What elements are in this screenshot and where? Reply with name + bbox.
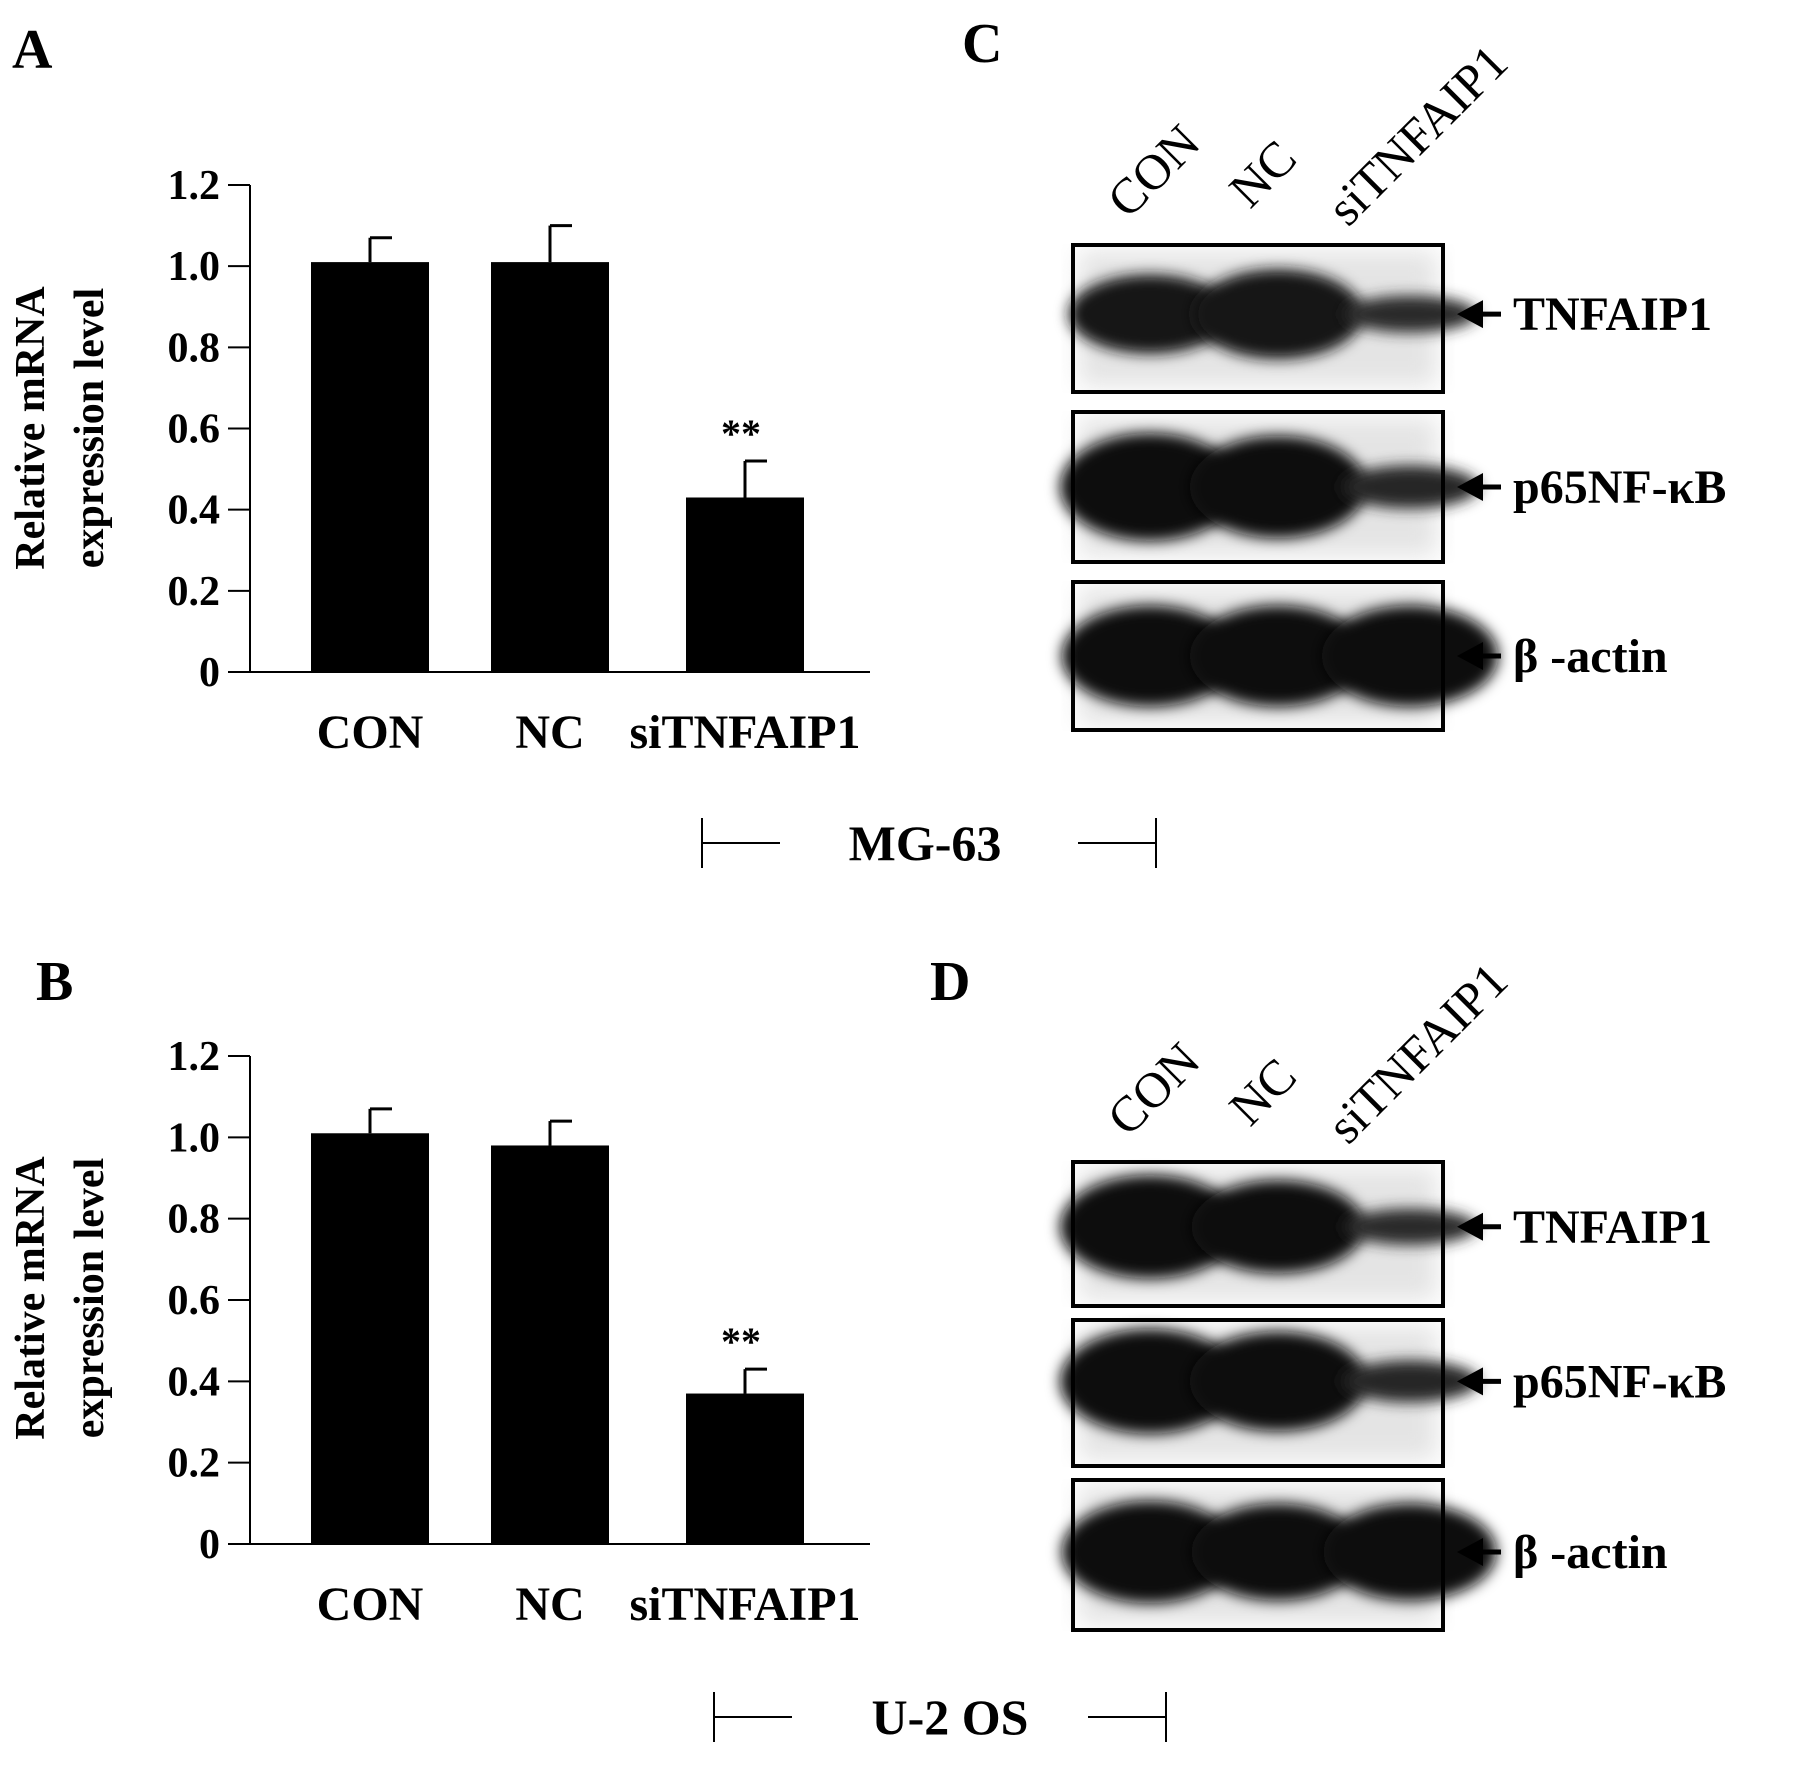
protein-band	[1321, 605, 1499, 707]
blot-frame	[1071, 1478, 1445, 1632]
blot-strip	[1068, 243, 1478, 394]
y-tick-label: 1.0	[168, 244, 221, 290]
y-tick-label: 0.8	[168, 325, 221, 371]
y-axis-label-line2: expression level	[67, 288, 113, 568]
bar-chart-b: Relative mRNA expression level 0 0.2 0.4 0.…	[8, 1034, 870, 1631]
band-label: TNFAIP1	[1513, 1201, 1712, 1254]
protein-band	[1193, 269, 1363, 360]
lane-label: CON	[1096, 1032, 1210, 1146]
y-tick-label: 1.2	[168, 1034, 221, 1080]
x-tick-label: CON	[317, 1578, 424, 1631]
bar	[686, 1393, 804, 1544]
y-tick-label: 0.2	[168, 569, 221, 615]
blot-strip	[1060, 1318, 1479, 1468]
y-axis-label-line1: Relative mRNA	[8, 1156, 54, 1440]
blot-frame	[1071, 580, 1445, 732]
y-tick-label: 0.2	[168, 1441, 221, 1487]
y-tick-label: 0.8	[168, 1197, 221, 1243]
bar	[491, 262, 609, 672]
band-arrow-icon	[1457, 473, 1483, 501]
y-tick-label: 1.0	[168, 1115, 221, 1161]
blot-frame	[1071, 243, 1445, 394]
band-label: p65NF-κB	[1513, 461, 1726, 514]
y-tick-label: 0.4	[168, 488, 221, 534]
protein-band	[1191, 1180, 1365, 1274]
protein-band	[1060, 433, 1240, 541]
protein-band	[1060, 1328, 1240, 1434]
y-tick-label: 0.4	[168, 1359, 221, 1405]
y-tick-label: 0.6	[168, 1278, 221, 1324]
band-label: β -actin	[1513, 630, 1668, 683]
blot-frame	[1071, 1160, 1445, 1308]
x-tick-label: siTNFAIP1	[629, 706, 860, 759]
band-arrow-icon	[1457, 1538, 1483, 1566]
blot-strip	[1061, 1478, 1497, 1632]
lane-label: siTNFAIP1	[1316, 34, 1518, 236]
x-tick-label: CON	[317, 706, 424, 759]
y-tick-label: 0	[199, 650, 220, 696]
panel-label-b: B	[36, 951, 73, 1013]
protein-band	[1191, 1503, 1365, 1601]
band-arrow-icon	[1457, 1212, 1483, 1241]
cell-line-bracket-top: MG-63	[701, 815, 1157, 871]
bar	[491, 1145, 609, 1544]
y-tick-label: 0.6	[168, 407, 221, 453]
bar	[311, 262, 429, 672]
band-label: TNFAIP1	[1513, 288, 1712, 341]
x-tick-label: NC	[515, 706, 584, 759]
blot-strip	[1060, 1160, 1478, 1308]
protein-band	[1189, 1331, 1367, 1432]
band-arrow-icon	[1457, 1367, 1483, 1396]
western-blot-d: CON NC siTNFAIP1 TNFAIP1 p65NF-κB β -actin	[1060, 952, 1726, 1632]
protein-band	[1189, 605, 1367, 707]
protein-band	[1323, 1503, 1497, 1601]
band-label: p65NF-κB	[1513, 1355, 1726, 1408]
protein-band	[1068, 274, 1232, 354]
blot-strip	[1061, 580, 1499, 732]
panel-label-d: D	[930, 951, 970, 1013]
x-tick-label: NC	[515, 1578, 584, 1631]
western-blot-c: CON NC siTNFAIP1 TNFAIP1 p65NF-κB β -actin	[1060, 34, 1726, 732]
bar	[686, 497, 804, 672]
bar-chart-a: Relative mRNA expression level 0 0.2 0.4 0.…	[8, 163, 870, 759]
panel-label-a: A	[12, 19, 53, 81]
panel-label-c: C	[962, 13, 1002, 75]
y-axis-label-line1: Relative mRNA	[8, 286, 54, 570]
band-label: β -actin	[1513, 1526, 1668, 1579]
blot-frame	[1071, 1318, 1445, 1468]
bar	[311, 1133, 429, 1544]
lane-label: siTNFAIP1	[1316, 952, 1518, 1154]
protein-band	[1060, 1174, 1240, 1279]
lane-label: NC	[1218, 129, 1307, 218]
cell-line-label-u2os: U-2 OS	[872, 1689, 1029, 1745]
y-axis-label-line2: expression level	[67, 1158, 113, 1438]
blot-frame	[1071, 410, 1445, 564]
protein-band	[1061, 605, 1239, 707]
protein-band	[1061, 1500, 1239, 1604]
band-arrow-icon	[1457, 300, 1483, 329]
blot-strip	[1060, 410, 1479, 564]
band-arrow-icon	[1457, 642, 1483, 670]
cell-line-bracket-bottom: U-2 OS	[713, 1689, 1167, 1745]
cell-line-label-mg63: MG-63	[849, 815, 1002, 871]
y-tick-label: 0	[199, 1522, 220, 1568]
x-tick-label: siTNFAIP1	[629, 1578, 860, 1631]
lane-label: CON	[1096, 114, 1210, 228]
significance-marker: **	[721, 411, 761, 456]
y-tick-label: 1.2	[168, 163, 221, 209]
protein-band	[1189, 435, 1367, 539]
significance-marker: **	[721, 1319, 761, 1364]
lane-label: NC	[1218, 1047, 1307, 1136]
